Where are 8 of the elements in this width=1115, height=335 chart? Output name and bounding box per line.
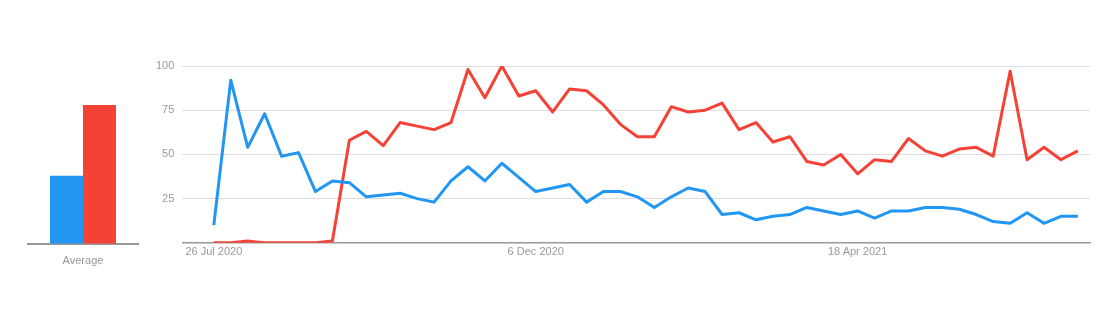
y-tick-label: 50 <box>162 147 175 160</box>
x-tick-label: 6 Dec 2020 <box>507 245 564 258</box>
x-tick-label: 26 Jul 2020 <box>185 245 243 258</box>
y-tick-label: 100 <box>155 59 175 72</box>
y-tick-label: 75 <box>162 103 175 116</box>
x-tick-label: 18 Apr 2021 <box>827 245 888 258</box>
y-tick-label: 25 <box>162 191 175 204</box>
x-tick-label: Average <box>62 254 104 267</box>
